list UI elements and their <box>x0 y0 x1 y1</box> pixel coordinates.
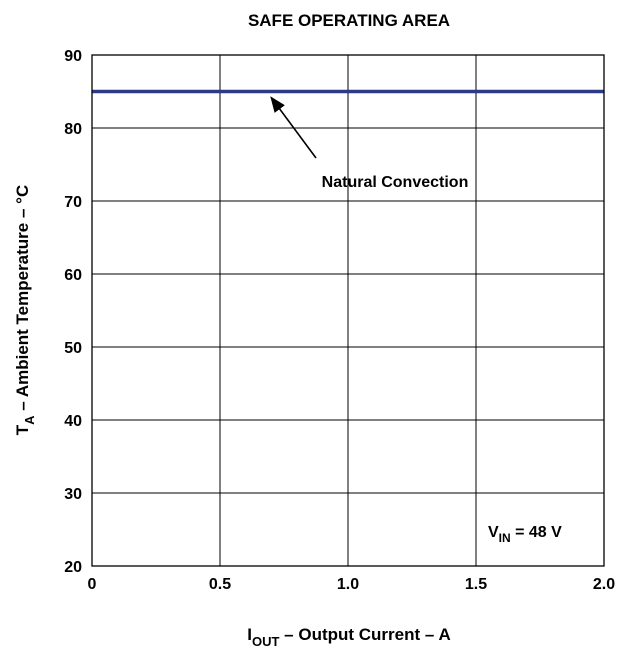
y-tick-label: 50 <box>64 340 82 357</box>
y-tick-label: 70 <box>64 194 82 211</box>
condition-label: VIN = 48 V <box>488 524 562 545</box>
x-tick-label: 2.0 <box>593 576 615 593</box>
y-axis-label-main: T <box>13 424 32 435</box>
x-axis-label-rest: – Output Current – A <box>279 625 450 644</box>
condition-label-main: V <box>488 524 499 541</box>
y-axis-label: TA – Ambient Temperature – °C <box>13 185 37 435</box>
condition-label-sub: IN <box>499 531 511 545</box>
x-axis-label-main: I <box>247 625 252 644</box>
x-tick-label: 0 <box>88 576 97 593</box>
annotation-label: Natural Convection <box>322 174 469 191</box>
condition-label-rest: = 48 V <box>511 524 562 541</box>
y-tick-label: 60 <box>64 267 82 284</box>
y-axis-label-sub: A <box>22 415 37 425</box>
x-tick-label: 1.0 <box>337 576 359 593</box>
x-tick-label: 0.5 <box>209 576 231 593</box>
x-tick-labels: 0 0.5 1.0 1.5 2.0 <box>88 576 616 593</box>
y-tick-label: 90 <box>64 48 82 65</box>
grid <box>92 55 604 566</box>
x-axis-label: IOUT – Output Current – A <box>247 625 450 649</box>
y-tick-label: 30 <box>64 486 82 503</box>
x-axis-label-sub: OUT <box>252 634 280 649</box>
annotation-arrow <box>270 96 317 159</box>
y-tick-label: 80 <box>64 121 82 138</box>
y-axis-label-rest: – Ambient Temperature – °C <box>13 185 32 416</box>
y-tick-label: 40 <box>64 413 82 430</box>
plot-frame <box>91 54 605 567</box>
y-tick-labels: 20 30 40 50 60 70 80 90 <box>64 48 82 576</box>
chart-title: SAFE OPERATING AREA <box>248 11 450 30</box>
y-tick-label: 20 <box>64 559 82 576</box>
x-tick-label: 1.5 <box>465 576 487 593</box>
